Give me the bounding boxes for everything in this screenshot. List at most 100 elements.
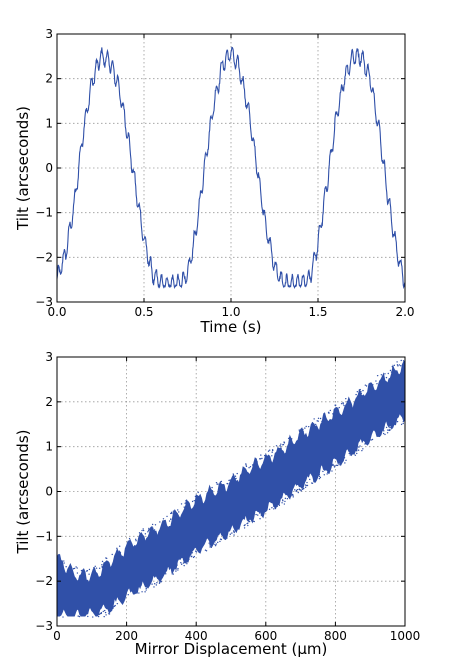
scatter-point — [304, 427, 306, 429]
scatter-point — [127, 594, 129, 596]
scatter-point — [184, 558, 187, 560]
scatter-point — [103, 615, 105, 618]
scatter-point — [366, 441, 368, 443]
scatter-point — [211, 491, 213, 493]
scatter-point — [128, 537, 131, 540]
scatter-point — [121, 601, 123, 603]
scatter-point — [326, 473, 328, 475]
scatter-point — [80, 569, 83, 572]
scatter-point — [328, 412, 330, 414]
scatter-point — [132, 591, 135, 594]
scatter-point — [253, 520, 255, 523]
scatter-point — [245, 463, 247, 465]
scatter-point — [183, 558, 185, 561]
scatter-point — [176, 513, 178, 515]
scatter-point — [364, 384, 367, 386]
x-tick-label: 200 — [115, 629, 138, 643]
scatter-point — [281, 502, 283, 504]
scatter-point — [158, 577, 161, 579]
scatter-point — [358, 389, 361, 391]
scatter-point — [316, 473, 319, 475]
scatter-point — [71, 615, 73, 617]
scatter-point — [282, 443, 285, 446]
scatter-point — [298, 429, 300, 431]
scatter-point — [369, 383, 372, 385]
scatter-point — [104, 611, 107, 614]
scatter-point — [323, 413, 326, 415]
scatter-point — [364, 443, 366, 445]
scatter-point — [376, 383, 378, 385]
scatter-point — [172, 573, 174, 575]
scatter-point — [314, 475, 316, 478]
scatter-point — [105, 614, 107, 616]
scatter-point — [175, 570, 177, 572]
scatter-point — [317, 420, 319, 422]
scatter-point — [356, 452, 358, 455]
scatter-point — [365, 385, 368, 387]
scatter-point — [229, 533, 231, 535]
scatter-point — [220, 480, 223, 483]
scatter-point — [349, 454, 351, 456]
scatter-point — [354, 449, 356, 451]
y-tick-label: 0 — [45, 485, 53, 499]
scatter-point — [296, 488, 299, 491]
scatter-point — [356, 450, 358, 452]
scatter-point — [389, 426, 391, 429]
scatter-point — [380, 431, 382, 433]
x-tick-label: 2.0 — [395, 305, 414, 319]
y-tick-label: −3 — [35, 619, 53, 633]
scatter-point — [214, 541, 216, 543]
scatter-point — [145, 584, 147, 587]
scatter-point — [287, 437, 290, 440]
scatter-point — [118, 550, 120, 552]
scatter-point — [297, 491, 299, 494]
scatter-point — [172, 516, 174, 519]
scatter-point — [284, 500, 286, 503]
scatter-point — [186, 561, 189, 563]
scatter-point — [267, 450, 270, 452]
scatter-point — [188, 502, 190, 504]
scatter-point — [251, 517, 254, 520]
scatter-point — [358, 446, 360, 448]
scatter-point — [243, 524, 246, 527]
scatter-point — [305, 425, 307, 428]
scatter-point — [276, 505, 278, 507]
y-tick-label: −1 — [35, 529, 53, 543]
scatter-point — [228, 479, 230, 482]
scatter-point — [400, 365, 402, 367]
scatter-point — [229, 479, 231, 481]
scatter-point — [219, 538, 222, 540]
scatter-point — [101, 560, 104, 563]
scatter-point — [283, 441, 285, 443]
x-tick-label: 400 — [185, 629, 208, 643]
scatter-point — [336, 464, 339, 467]
scatter-point — [331, 470, 333, 472]
y-tick-label: −1 — [35, 206, 53, 220]
scatter-point — [271, 451, 273, 453]
scatter-point — [76, 572, 79, 574]
scatter-point — [144, 533, 147, 535]
scatter-point — [355, 393, 357, 396]
scatter-point — [343, 457, 346, 459]
scatter-point — [387, 372, 389, 375]
scatter-point — [288, 441, 290, 443]
scatter-point — [100, 612, 103, 614]
scatter-point — [98, 567, 101, 570]
scatter-point — [177, 509, 179, 511]
scatter-point — [185, 501, 187, 503]
scatter-point — [163, 523, 166, 526]
scatter-point — [133, 592, 135, 595]
scatter-point — [349, 452, 351, 455]
scatter-point — [362, 389, 364, 392]
scatter-point — [272, 505, 275, 507]
series-line — [56, 46, 406, 290]
scatter-point — [97, 615, 100, 618]
y-axis-label: Tilt (arcseconds) — [14, 430, 32, 555]
scatter-point — [215, 543, 218, 545]
scatter-point — [385, 376, 388, 379]
scatter-point — [118, 545, 121, 547]
scatter-point — [63, 562, 65, 564]
scatter-point — [311, 426, 314, 428]
scatter-point — [259, 518, 261, 520]
